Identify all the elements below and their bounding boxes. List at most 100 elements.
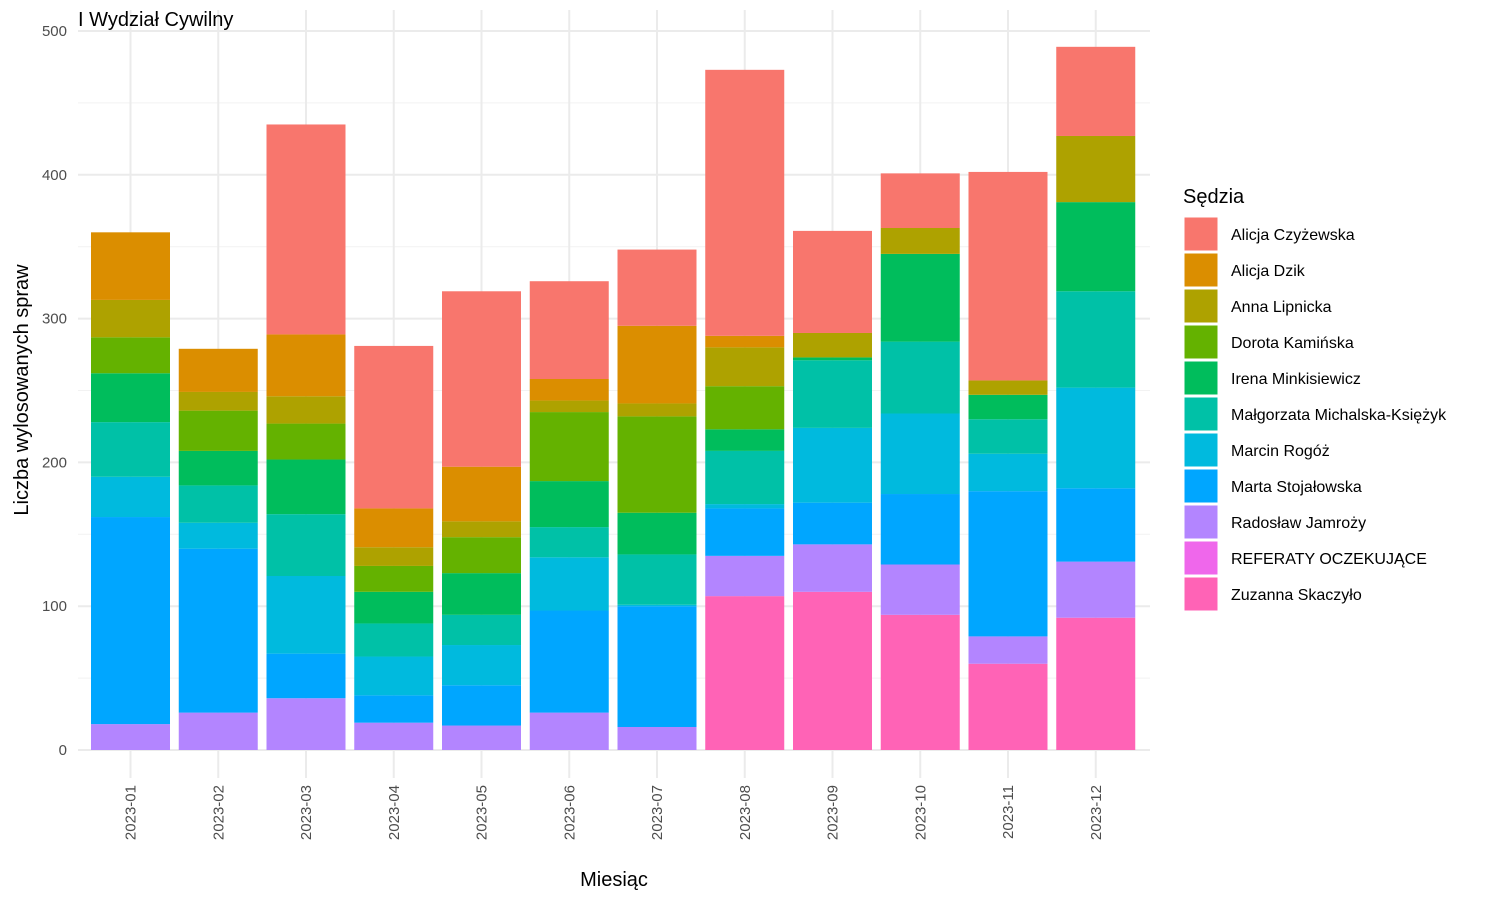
bar-segment <box>1056 291 1136 388</box>
bar-segment <box>442 537 521 574</box>
bar-segment <box>617 249 697 326</box>
x-tick-label: 2023-03 <box>298 785 315 840</box>
bar-segment <box>617 554 697 605</box>
bar-segment <box>266 698 346 750</box>
bar-segment <box>442 725 521 750</box>
bar-segment <box>705 347 785 387</box>
bar-segment <box>1056 561 1136 618</box>
bar-segment <box>968 394 1048 420</box>
legend-label: Dorota Kamińska <box>1231 335 1354 352</box>
bar-segment <box>91 232 170 300</box>
bar-segment <box>354 722 434 750</box>
chart-title: I Wydział Cywilny <box>78 9 233 31</box>
bar-segment <box>354 565 434 592</box>
x-axis-title: Miesiąc <box>580 869 648 891</box>
bar-segment <box>880 228 960 254</box>
bar-segment <box>529 557 609 611</box>
bar-segment <box>354 656 434 696</box>
bar-segment <box>529 281 609 379</box>
bar-segment <box>880 564 960 615</box>
bar-segment <box>178 548 258 713</box>
bar-segment <box>354 345 434 509</box>
y-tick-label: 300 <box>42 311 67 328</box>
legend-key <box>1183 504 1219 540</box>
bar-segment <box>793 360 872 428</box>
bar-segment <box>354 508 434 548</box>
bar-segment <box>266 514 346 577</box>
bar-segment <box>880 253 960 342</box>
bar-segment <box>178 522 258 549</box>
bar-segment <box>968 419 1048 454</box>
bar-segment <box>705 504 785 509</box>
bar-segment <box>617 325 697 404</box>
bar-segment <box>91 517 170 725</box>
axis-layer: 0 100 200 300 400 500 2023-01 2023-02 2023-03 202… <box>42 23 1105 840</box>
bar-segment <box>880 173 960 229</box>
y-tick-label: 100 <box>42 598 67 615</box>
legend-label: Alicja Czyżewska <box>1231 227 1355 244</box>
bar-segment <box>178 485 258 523</box>
legend: Sędzia Alicja Czyżewska Alicja Dzik Anna L… <box>1183 186 1447 612</box>
bar-segment <box>354 547 434 566</box>
y-tick-label: 400 <box>42 167 67 184</box>
bar-segment <box>91 422 170 477</box>
bar-segment <box>442 573 521 615</box>
legend-key <box>1183 540 1219 576</box>
bar-segment <box>529 712 609 750</box>
bar-segment <box>529 412 609 482</box>
bar-segment <box>266 334 346 397</box>
bar-segment <box>442 645 521 686</box>
bars-layer <box>91 46 1136 750</box>
bar-segment <box>442 685 521 726</box>
bar-segment <box>617 416 697 513</box>
legend-key <box>1183 468 1219 504</box>
bar-segment <box>968 636 1048 664</box>
bar-segment <box>442 291 521 467</box>
bar-segment <box>968 380 1048 395</box>
bar-segment <box>266 653 346 699</box>
bar-segment <box>880 413 960 495</box>
bar-segment <box>617 512 697 555</box>
bar-segment <box>529 378 609 401</box>
x-tick-label: 2023-07 <box>649 785 666 840</box>
x-tick-label: 2023-02 <box>210 785 227 840</box>
y-tick-label: 200 <box>42 454 67 471</box>
bar-segment <box>793 591 872 750</box>
bar-segment <box>354 695 434 723</box>
bar-segment <box>968 453 1048 492</box>
bar-segment <box>968 171 1048 381</box>
legend-key <box>1183 252 1219 288</box>
x-tick-label: 2023-01 <box>123 785 140 840</box>
bar-segment <box>178 410 258 451</box>
legend-label: Małgorzata Michalska-Księżyk <box>1231 407 1447 424</box>
bar-segment <box>793 357 872 361</box>
bar-segment <box>529 481 609 528</box>
bar-segment <box>705 335 785 348</box>
bar-segment <box>617 606 697 727</box>
bar-segment <box>793 427 872 503</box>
x-tick-label: 2023-08 <box>737 785 754 840</box>
bar-segment <box>529 527 609 558</box>
bar-segment <box>793 230 872 333</box>
bar-segment <box>91 337 170 374</box>
bar-segment <box>266 423 346 460</box>
bar-segment <box>442 521 521 538</box>
bar-segment <box>793 502 872 545</box>
x-tick-label: 2023-11 <box>1000 785 1017 839</box>
bar-segment <box>1056 46 1136 136</box>
legend-label: Alicja Dzik <box>1231 263 1306 280</box>
y-tick-label: 0 <box>59 742 67 759</box>
legend-label: Anna Lipnicka <box>1231 299 1332 316</box>
bar-segment <box>705 386 785 430</box>
bar-segment <box>705 596 785 750</box>
bar-segment <box>529 400 609 413</box>
legend-key <box>1183 360 1219 396</box>
legend-label: REFERATY OCZEKUJĄCE <box>1231 551 1427 568</box>
bar-segment <box>266 124 346 335</box>
legend-title: Sędzia <box>1183 186 1245 208</box>
bar-segment <box>266 396 346 424</box>
bar-segment <box>178 712 258 750</box>
bar-segment <box>266 576 346 654</box>
